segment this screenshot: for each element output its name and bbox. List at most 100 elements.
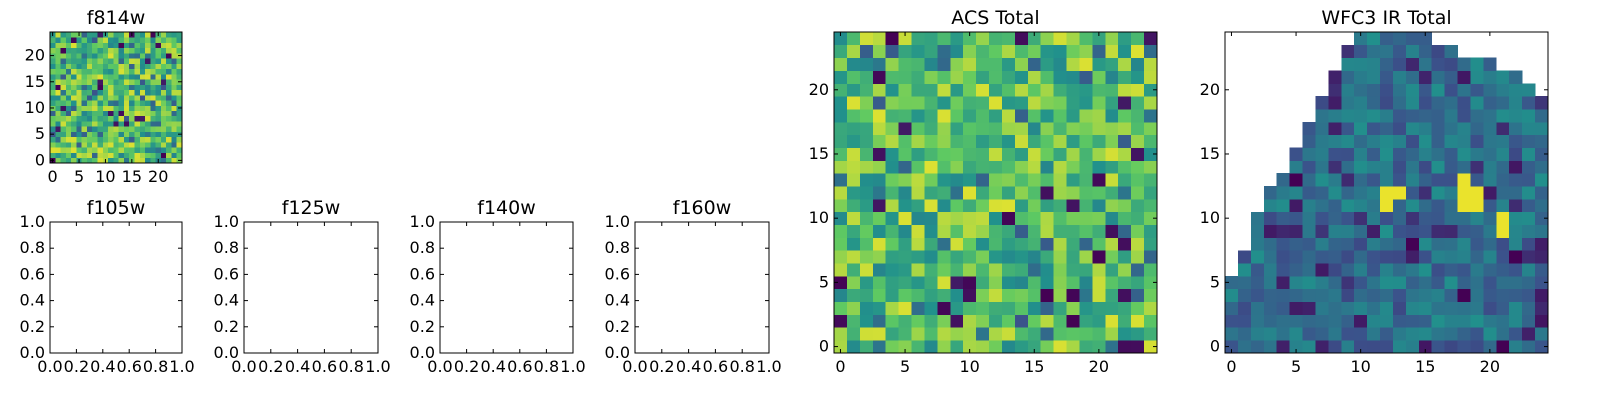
heatmap-cell [1118, 250, 1132, 264]
heatmap-cell [171, 42, 178, 49]
heatmap-cell [1418, 44, 1433, 59]
heatmap-cell [1014, 224, 1029, 238]
heatmap-cell [885, 211, 899, 225]
heatmap-cell [1066, 57, 1080, 71]
heatmap-cell [963, 198, 977, 213]
heatmap-cell [102, 131, 109, 138]
heatmap-cell [81, 47, 88, 54]
heatmap-cell [989, 44, 1003, 59]
heatmap-cell [92, 52, 98, 59]
heatmap-cell [139, 37, 146, 43]
heatmap-cell [924, 44, 938, 59]
heatmap-cell [1263, 198, 1278, 213]
heatmap-cell [1457, 83, 1471, 97]
heatmap-cell [1418, 134, 1433, 148]
heatmap-cell [1001, 109, 1016, 123]
heatmap-cell [1014, 237, 1029, 251]
heatmap-cell [145, 136, 151, 143]
heatmap-cell [60, 115, 67, 122]
heatmap-cell [86, 73, 93, 80]
heatmap-cell [171, 84, 178, 91]
heatmap-cell [1014, 32, 1029, 46]
heatmap-cell [171, 136, 178, 143]
heatmap-cell [1405, 109, 1420, 123]
heatmap-cell [1367, 314, 1381, 328]
heatmap-cell [92, 142, 98, 148]
heatmap-cell [872, 96, 887, 110]
heatmap-cell [1483, 70, 1497, 84]
heatmap-cell [1001, 186, 1016, 200]
heatmap-cell [55, 68, 61, 75]
heatmap-cell [92, 42, 98, 49]
heatmap-cell [1483, 224, 1497, 238]
heatmap-cell [102, 136, 109, 143]
heatmap-cell [60, 147, 67, 153]
heatmap-cell [1431, 173, 1446, 187]
heatmap-cell [145, 58, 151, 64]
heatmap-cell [1066, 147, 1080, 161]
heatmap-cell [171, 157, 178, 164]
heatmap-cell [160, 136, 167, 143]
heatmap-cell [1341, 147, 1355, 161]
heatmap-cell [1066, 32, 1080, 46]
heatmap-cell [92, 63, 98, 70]
heatmap-cell [108, 42, 114, 49]
heatmap-cell [1302, 237, 1316, 251]
heatmap-cell [145, 121, 151, 127]
heatmap-cell [113, 89, 120, 96]
heatmap-cell [1341, 263, 1355, 277]
heatmap-cell [65, 152, 72, 159]
heatmap-cell [160, 157, 167, 164]
heatmap-cell [1522, 224, 1536, 238]
heatmap-cell [92, 157, 98, 164]
heatmap-cell [872, 44, 887, 59]
heatmap-cell [1105, 96, 1119, 110]
heatmap-cell [1354, 83, 1368, 97]
heatmap-cell [71, 37, 77, 43]
heatmap-cell [76, 126, 83, 132]
heatmap-cell [1328, 288, 1342, 303]
heatmap-cell [1483, 134, 1497, 148]
heatmap-cell [160, 115, 167, 122]
heatmap-cell [1380, 70, 1394, 84]
heatmap-cell [1315, 327, 1329, 341]
y-tick-label: 0 [819, 337, 829, 356]
heatmap-cell [81, 115, 88, 122]
heatmap-cell [1118, 70, 1132, 84]
heatmap-cell [102, 42, 109, 49]
heatmap-cell [885, 173, 899, 187]
heatmap-cell [885, 301, 899, 315]
heatmap-cell [1535, 173, 1549, 187]
y-tick-label: 0.6 [20, 264, 45, 283]
heatmap-cell [50, 58, 56, 64]
heatmap-cell [1118, 275, 1132, 290]
heatmap-cell [937, 237, 951, 251]
heatmap-cell [1496, 160, 1510, 174]
heatmap-cell [937, 224, 951, 238]
heatmap-cell [150, 63, 156, 70]
heatmap-cell [76, 152, 83, 159]
heatmap-cell [113, 73, 120, 80]
heatmap-cell [81, 42, 88, 49]
heatmap-cell [97, 47, 104, 54]
heatmap-cell [911, 173, 925, 187]
heatmap-cell [950, 57, 964, 71]
heatmap-cell [1470, 109, 1484, 123]
heatmap-cell [1079, 109, 1093, 123]
heatmap-cell [898, 250, 912, 264]
heatmap-cell [1367, 70, 1381, 84]
heatmap-cell [55, 58, 61, 64]
heatmap-cell [1053, 327, 1067, 341]
heatmap-cell [176, 32, 183, 38]
heatmap-cell [1066, 275, 1080, 290]
heatmap-cell [885, 96, 899, 110]
heatmap-cell [76, 68, 83, 75]
x-tick-label: 1.0 [169, 357, 194, 376]
heatmap-cell [150, 84, 156, 91]
heatmap-cell [60, 37, 67, 43]
heatmap-cell [65, 115, 72, 122]
heatmap-cell [134, 152, 141, 159]
heatmap-cell [76, 42, 83, 49]
heatmap-cell [950, 237, 964, 251]
heatmap-cell [1289, 250, 1303, 264]
